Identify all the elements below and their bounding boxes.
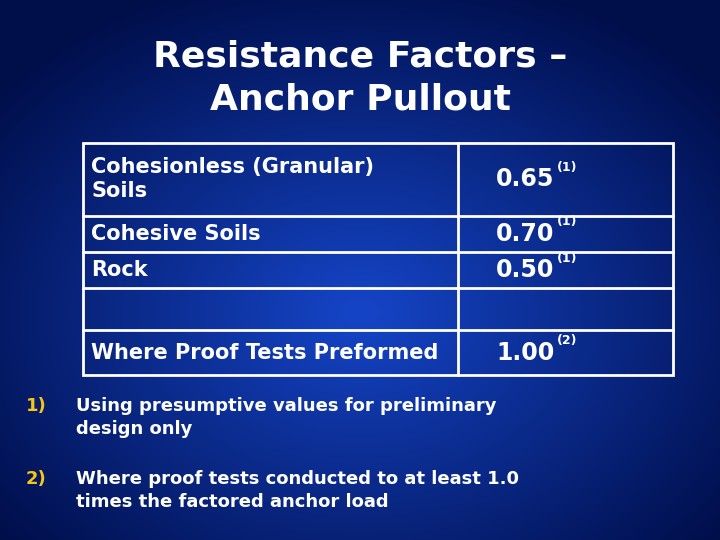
Text: 1.00: 1.00: [496, 341, 554, 364]
Text: Cohesive Soils: Cohesive Soils: [91, 224, 261, 244]
Text: 1): 1): [26, 397, 47, 415]
Text: 0.70: 0.70: [496, 222, 554, 246]
Text: (1): (1): [557, 252, 577, 265]
Text: Where proof tests conducted to at least 1.0
times the factored anchor load: Where proof tests conducted to at least …: [76, 470, 518, 511]
Text: Cohesionless (Granular)
Soils: Cohesionless (Granular) Soils: [91, 157, 374, 201]
Text: (1): (1): [557, 161, 577, 174]
Text: Using presumptive values for preliminary
design only: Using presumptive values for preliminary…: [76, 397, 496, 438]
Bar: [83, 143, 673, 375]
Text: Where Proof Tests Preformed: Where Proof Tests Preformed: [91, 342, 438, 363]
Text: Anchor Pullout: Anchor Pullout: [210, 83, 510, 117]
Text: 0.50: 0.50: [496, 258, 554, 282]
Text: Resistance Factors –: Resistance Factors –: [153, 40, 567, 73]
Text: 2): 2): [26, 470, 47, 488]
Text: 0.65: 0.65: [496, 167, 554, 191]
Text: (1): (1): [557, 215, 577, 228]
Text: Rock: Rock: [91, 260, 148, 280]
Text: (2): (2): [557, 334, 577, 347]
